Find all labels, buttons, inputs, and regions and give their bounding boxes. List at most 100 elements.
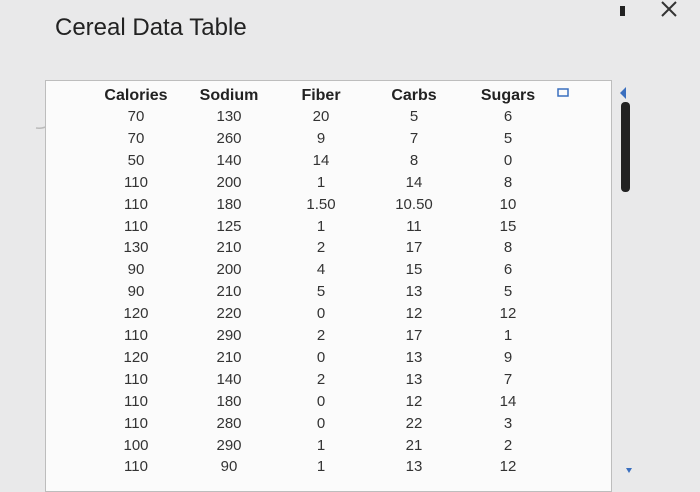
table-cell: 125 [216,217,242,235]
table-cell: 14 [312,151,330,169]
table-cell: 17 [405,239,423,257]
table-cell: 0 [503,151,513,169]
table-cell: 22 [405,414,423,432]
table-cell: 13 [405,348,423,366]
table-cell: 100 [123,436,149,454]
expand-icon[interactable] [557,88,571,100]
table-cell: 90 [220,458,238,476]
table-cell: 110 [124,173,148,191]
close-button[interactable] [661,1,677,17]
table-cell: 1 [316,173,326,191]
table-cell: 0 [316,348,326,366]
table-cell: 6 [503,108,513,125]
table-cell: 14 [499,392,517,410]
table-cell: 280 [216,414,242,432]
table-cell: 290 [216,327,242,344]
table-cell: 11 [406,217,422,235]
table-cell: 2 [316,239,326,257]
table-cell: 2 [503,436,513,454]
table-cell: 1 [316,436,326,454]
title: Cereal Data Table [55,14,247,41]
column-header: Carbs [391,87,437,104]
table-cell: 10.50 [395,195,433,213]
table-cell: 110 [124,217,148,235]
table-cell: 5 [503,283,513,301]
table-cell: 14 [405,173,423,191]
table-cell: 3 [503,414,513,432]
table-cell: 5 [503,129,513,147]
table-cell: 290 [216,436,242,454]
minimize-button[interactable] [620,6,625,16]
table-cell: 120 [123,348,149,366]
table-cell: 130 [216,108,242,125]
table-cell: 8 [503,173,513,191]
table-cell: 110 [124,414,148,432]
table-cell: 70 [127,108,145,125]
table-cell: 140 [216,370,242,388]
table-cell: 70 [127,129,145,147]
table-cell: 13 [405,283,423,301]
table-cell: 0 [316,414,326,432]
table-cell: 2 [316,370,326,388]
table-cell: 7 [503,370,513,388]
table: Calories Sodium Fiber Carbs Sugars 70 130 20 5 6 7… [45,80,612,492]
table-cell: 90 [127,283,145,301]
table-cell: 2 [316,327,326,344]
table-cell: 21 [405,436,423,454]
table-cell: 9 [503,348,513,366]
table-cell: 110 [124,392,148,410]
table-cell: 7 [409,129,419,147]
column-header: Sugars [480,87,536,104]
table-cell: 120 [123,305,149,323]
table-cell: 210 [216,348,242,366]
table-cell: 20 [312,108,330,125]
table-cell: 210 [216,283,242,301]
table-cell: 140 [216,151,242,169]
table-cell: 12 [499,305,517,323]
table-cell: 1 [316,217,326,235]
scrollbar[interactable] [612,80,642,483]
table-cell: 15 [499,217,517,235]
table-cell: 9 [316,129,326,147]
table-cell: 180 [216,195,242,213]
column-header: Sodium [199,87,259,104]
table-cell: 110 [124,370,148,388]
table-cell: 110 [124,327,148,344]
table-cell: 15 [405,261,423,279]
table-cell: 5 [316,283,326,301]
table-cell: 10 [499,195,517,213]
table-cell: 12 [405,392,423,410]
table-cell: 6 [503,261,513,279]
table-cell: 130 [123,239,149,257]
table-cell: 12 [499,458,517,476]
table-cell: 12 [405,305,423,323]
table-cell: 90 [127,261,145,279]
table-cell: 5 [409,108,419,125]
table-cell: 110 [124,195,148,213]
table-cell: 4 [316,261,326,279]
table-cell: 260 [216,129,242,147]
table-cell: 13 [405,458,423,476]
column-header: Fiber [301,87,341,104]
table-cell: 180 [216,392,242,410]
scroll-up[interactable] [620,87,626,99]
table-cell: 8 [503,239,513,257]
table-cell: 200 [216,173,242,191]
table-cell: 8 [409,151,419,169]
table-cell: 1 [316,458,326,476]
table-cell: 17 [405,327,423,344]
scroll-down[interactable] [626,468,632,473]
table-cell: 200 [216,261,242,279]
table-cell: 0 [316,392,326,410]
table-cell: 110 [124,458,148,476]
table-cell: 50 [127,151,145,169]
table-cell: 13 [405,370,423,388]
scroll-thumb[interactable] [621,102,630,192]
table-cell: 220 [216,305,242,323]
table-cell: 1 [503,327,513,344]
table-cell: 210 [216,239,242,257]
column-header: Calories [104,87,168,104]
table-cell: 0 [316,305,326,323]
table-cell: 1.50 [306,195,336,213]
